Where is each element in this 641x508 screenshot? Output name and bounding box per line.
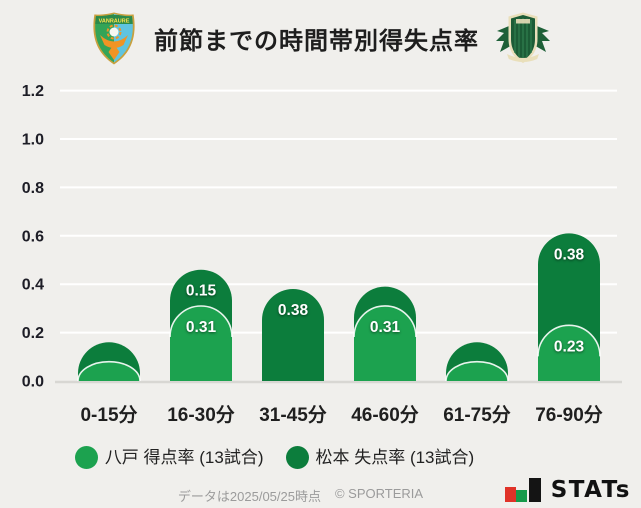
legend-item-matsumoto: 松本 失点率 (13試合) (285, 446, 475, 469)
bar-scored-46-60分 (354, 305, 416, 381)
y-tick-label: 0.6 (22, 228, 44, 245)
y-tick-label: 0.4 (22, 277, 44, 294)
vanraure-hachinohe-crest-icon: VANRAURE (93, 12, 135, 65)
bar-scored-0-15分 (78, 361, 140, 381)
legend: 八戸 得点率 (13試合) 松本 失点率 (13試合) (0, 446, 595, 469)
x-tick-label: 16-30分 (167, 404, 235, 426)
logo-bar-red (504, 487, 516, 502)
bar-scored-16-30分 (170, 306, 232, 381)
legend-label-hachinohe: 八戸 得点率 (13試合) (104, 448, 264, 467)
y-tick-label: 0.2 (22, 325, 44, 342)
bar-value-label: 0.38 (278, 302, 309, 319)
bar-cap-outline (445, 360, 509, 382)
legend-label-matsumoto: 松本 失点率 (13試合) (315, 448, 475, 467)
bar-conceded-31-45分 (262, 289, 324, 381)
crest-text: VANRAURE (99, 19, 130, 25)
matsumoto-yamaga-crest-icon (496, 12, 550, 63)
sporteria-stats-brand: STATs (504, 477, 631, 503)
legend-dot-matsumoto-icon (285, 446, 309, 469)
y-tick-label: 0.8 (22, 180, 44, 197)
y-tick-label: 0.0 (22, 374, 44, 391)
stats-logo-icon (504, 478, 541, 502)
bar-cap-outline (169, 305, 233, 337)
bar-cap-outline (537, 324, 601, 357)
x-tick-label: 61-75分 (443, 404, 511, 426)
bar-value-label: 0.38 (554, 246, 585, 263)
y-tick-label: 1.2 (22, 83, 44, 100)
footer-note: データは2025/05/25時点 © SPORTERIA (0, 486, 621, 505)
data-timestamp: データは2025/05/25時点 (177, 489, 321, 504)
bar-cap-outline (353, 305, 417, 337)
bar-value-label: 0.23 (554, 338, 585, 355)
x-tick-label: 76-90分 (535, 404, 603, 426)
bar-cap-outline (77, 360, 141, 382)
chart-title: 前節までの時間帯別得失点率 (154, 27, 479, 55)
legend-dot-hachinohe-icon (74, 446, 98, 469)
bar-value-label: 0.31 (370, 319, 401, 336)
stats-logo-text: STATs (550, 477, 631, 503)
x-tick-label: 46-60分 (351, 404, 419, 426)
x-tick-label: 31-45分 (259, 404, 327, 426)
header: VANRAURE 前節までの時間帯別得失点率 (0, 10, 641, 66)
logo-bar-black (528, 478, 541, 502)
y-tick-label: 1.0 (22, 132, 44, 149)
copyright: © SPORTERIA (334, 486, 424, 501)
x-tick-label: 0-15分 (80, 404, 137, 426)
bar-scored-76-90分 (538, 325, 600, 381)
bar-scored-61-75分 (446, 361, 508, 381)
bar-value-label: 0.15 (186, 283, 217, 300)
legend-item-hachinohe: 八戸 得点率 (13試合) (74, 446, 264, 469)
bar-value-label: 0.31 (186, 319, 217, 336)
logo-bar-green (515, 490, 527, 502)
